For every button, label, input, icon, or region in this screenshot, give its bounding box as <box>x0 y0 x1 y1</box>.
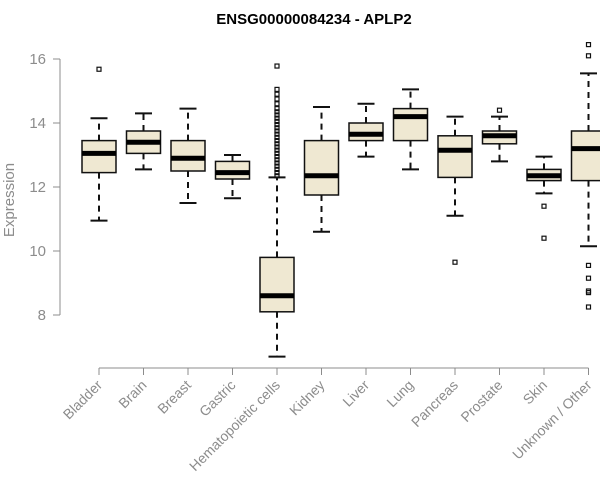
box-group-7 <box>392 88 429 171</box>
x-tick-label-5: Kidney <box>286 377 328 419</box>
outlier-10-1 <box>541 235 547 241</box>
x-tick-label-7: Lung <box>383 377 416 410</box>
outlier-11-5 <box>585 290 592 296</box>
x-tick-label-10: Skin <box>520 377 551 408</box>
y-tick-label-2: 12 <box>29 179 46 196</box>
outlier-4-20 <box>274 109 280 115</box>
outlier-4-1 <box>274 170 280 176</box>
x-tick-label-3: Gastric <box>196 377 239 420</box>
y-axis-label: Expression <box>1 163 18 237</box>
y-tick-label-3: 14 <box>29 115 46 132</box>
y-tick-label-0: 8 <box>38 307 46 324</box>
box-group-8 <box>437 115 473 265</box>
x-tick-label-2: Breast <box>154 377 194 417</box>
outlier-4-2 <box>274 166 280 172</box>
outlier-4-9 <box>274 144 280 150</box>
outlier-11-6 <box>585 304 592 310</box>
x-tick-label-9: Prostate <box>457 377 505 425</box>
box-group-0 <box>81 66 117 222</box>
x-tick-label-1: Brain <box>115 377 149 411</box>
outlier-4-18 <box>274 115 280 121</box>
outlier-11-1 <box>585 53 592 59</box>
box-group-4 <box>259 63 295 358</box>
outlier-4-8 <box>274 147 280 153</box>
box-group-10 <box>526 155 562 241</box>
box-group-9 <box>481 107 518 163</box>
chart-title: ENSG00000084234 - APLP2 <box>216 11 411 28</box>
outlier-4-12 <box>274 134 280 140</box>
box-group-1 <box>125 112 162 171</box>
outlier-4-25 <box>274 86 280 93</box>
x-tick-label-0: Bladder <box>60 377 106 423</box>
box-11 <box>570 130 600 182</box>
outlier-4-7 <box>274 150 280 156</box>
box-group-11 <box>570 41 600 310</box>
box-7 <box>392 107 429 142</box>
outlier-4-13 <box>274 131 280 137</box>
outlier-4-24 <box>274 91 280 97</box>
outlier-4-0 <box>274 173 280 179</box>
outlier-11-0 <box>585 41 592 48</box>
y-tick-label-1: 10 <box>29 243 46 260</box>
outlier-4-14 <box>274 128 280 134</box>
outlier-4-10 <box>274 141 280 147</box>
outlier-8-0 <box>452 259 458 265</box>
outlier-4-16 <box>274 121 280 128</box>
box-group-6 <box>348 102 384 158</box>
outlier-4-17 <box>274 118 280 125</box>
outlier-4-21 <box>274 105 280 112</box>
outlier-4-22 <box>274 101 280 107</box>
box-group-2 <box>170 107 206 204</box>
y-tick-label-4: 16 <box>29 51 46 68</box>
outlier-4-6 <box>274 154 280 160</box>
box-4 <box>259 256 295 313</box>
outlier-4-15 <box>274 125 280 131</box>
box-5 <box>303 139 340 196</box>
outlier-4-3 <box>274 163 280 169</box>
box-group-5 <box>303 106 340 233</box>
outlier-10-0 <box>541 203 547 209</box>
outlier-9-0 <box>496 107 503 113</box>
outlier-4-23 <box>274 96 280 102</box>
box-8 <box>437 135 473 179</box>
x-tick-label-11: Unknown / Other <box>509 377 595 463</box>
plot-layer <box>81 41 600 358</box>
outlier-4-11 <box>274 138 280 144</box>
box-group-3 <box>214 154 251 200</box>
x-tick-label-8: Pancreas <box>408 377 461 430</box>
outlier-4-5 <box>274 157 280 163</box>
outlier-0-0 <box>96 66 102 72</box>
box-0 <box>81 139 117 174</box>
x-tick-label-6: Liver <box>339 377 372 410</box>
outlier-4-19 <box>274 112 280 118</box>
outlier-4-4 <box>274 160 280 166</box>
outlier-4-26 <box>274 63 280 69</box>
outlier-11-2 <box>585 262 592 268</box>
outlier-11-3 <box>585 275 592 281</box>
